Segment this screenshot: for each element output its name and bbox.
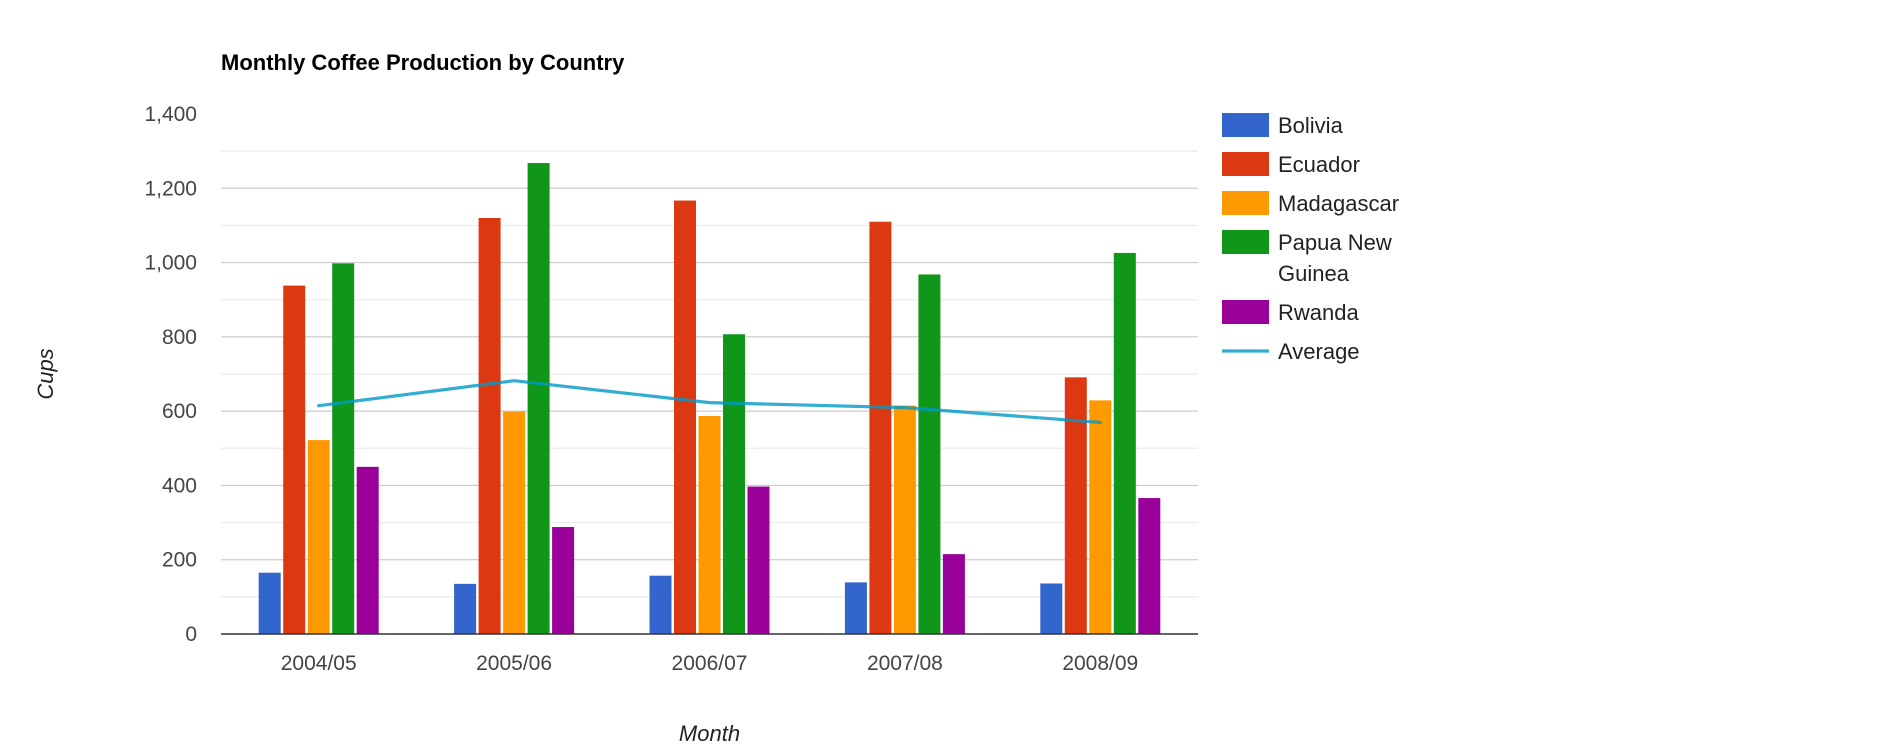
bar-bolivia [454,583,477,634]
bar-ecuador [674,200,696,635]
x-tick-label: 2006/07 [672,652,748,675]
y-tick-label: 1,400 [144,103,197,126]
legend-label-average: Average [1278,339,1360,364]
bar-madagascar [1089,400,1112,634]
bar-papua-new-guinea [332,263,355,634]
bar-bolivia [258,572,281,634]
legend-swatch-madagascar [1222,191,1269,215]
bar-papua-new-guinea [918,274,941,634]
bar-papua-new-guinea [527,163,550,634]
bar-rwanda [747,486,770,634]
bar-ecuador [283,285,306,634]
bar-marks [258,163,1161,635]
legend-swatch-bolivia [1222,113,1269,137]
y-tick-label: 0 [185,623,197,646]
x-axis-title: Month [679,721,740,746]
y-tick-label: 1,200 [144,177,197,200]
legend-label-ecuador: Ecuador [1278,152,1360,177]
bar-madagascar [893,405,916,634]
y-tick-label: 400 [162,474,197,497]
bar-papua-new-guinea [723,334,745,634]
bar-rwanda [356,466,379,634]
legend-swatch-papua-new-guinea [1222,230,1269,254]
legend: Bolivia Ecuador Madagascar Papua New Guinea R… [1222,113,1399,364]
bar-bolivia [844,582,867,634]
x-tick-label: 2007/08 [867,652,943,675]
y-tick-label: 1,000 [144,252,197,275]
legend-label-rwanda: Rwanda [1278,300,1359,325]
y-tick-label: 200 [162,549,197,572]
bar-rwanda [942,554,965,634]
bar-madagascar [698,415,721,634]
bar-papua-new-guinea [1113,252,1136,634]
chart-title: Monthly Coffee Production by Country [221,50,625,75]
bar-bolivia [1040,583,1063,634]
y-tick-label: 600 [162,400,197,423]
average-line-group [317,379,1102,425]
y-axis-title: Cups [33,348,58,399]
x-tick-label: 2005/06 [476,652,552,675]
bar-bolivia [649,575,672,634]
x-tick-label: 2008/09 [1062,652,1138,675]
legend-swatch-rwanda [1222,300,1269,324]
bar-rwanda [552,527,575,634]
legend-label-papua-new-guinea: Papua New Guinea [1278,230,1392,286]
average-line [317,379,1102,425]
bar-ecuador [869,221,892,634]
legend-label-bolivia: Bolivia [1278,113,1344,138]
y-tick-labels: 0 200 400 600 800 1,000 1,200 1,400 [144,103,197,646]
bar-madagascar [503,411,526,634]
bar-rwanda [1138,498,1161,634]
legend-swatch-ecuador [1222,152,1269,176]
bar-madagascar [307,440,330,634]
bar-ecuador [1064,377,1087,634]
x-tick-labels: 2004/05 2005/06 2006/07 2007/08 2008/09 [281,652,1139,675]
bar-ecuador [478,218,501,634]
y-tick-label: 800 [162,326,197,349]
legend-label-madagascar: Madagascar [1278,191,1399,216]
x-tick-label: 2004/05 [281,652,357,675]
